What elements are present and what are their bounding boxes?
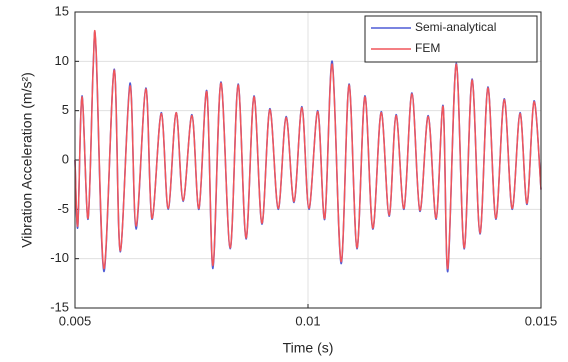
series-line xyxy=(74,30,542,270)
y-tick-label: -5 xyxy=(57,201,69,216)
legend-label: FEM xyxy=(415,41,440,55)
y-tick-label: 15 xyxy=(55,3,69,18)
plot-frame xyxy=(74,11,542,309)
legend-label: Semi-analytical xyxy=(415,20,496,34)
y-tick-label: -10 xyxy=(50,250,69,265)
x-axis-label: Time (s) xyxy=(283,340,334,356)
y-tick-label: 0 xyxy=(62,151,69,166)
x-tick-label: 0.005 xyxy=(59,313,92,328)
x-tick-label: 0.015 xyxy=(525,313,558,328)
y-tick-label: -15 xyxy=(50,299,69,314)
y-axis-label: Vibration Acceleration (m/s²) xyxy=(19,72,35,248)
y-tick-label: 5 xyxy=(62,102,69,117)
x-tick-label: 0.01 xyxy=(295,313,320,328)
legend-box xyxy=(364,15,538,63)
y-tick-label: 10 xyxy=(55,53,69,68)
